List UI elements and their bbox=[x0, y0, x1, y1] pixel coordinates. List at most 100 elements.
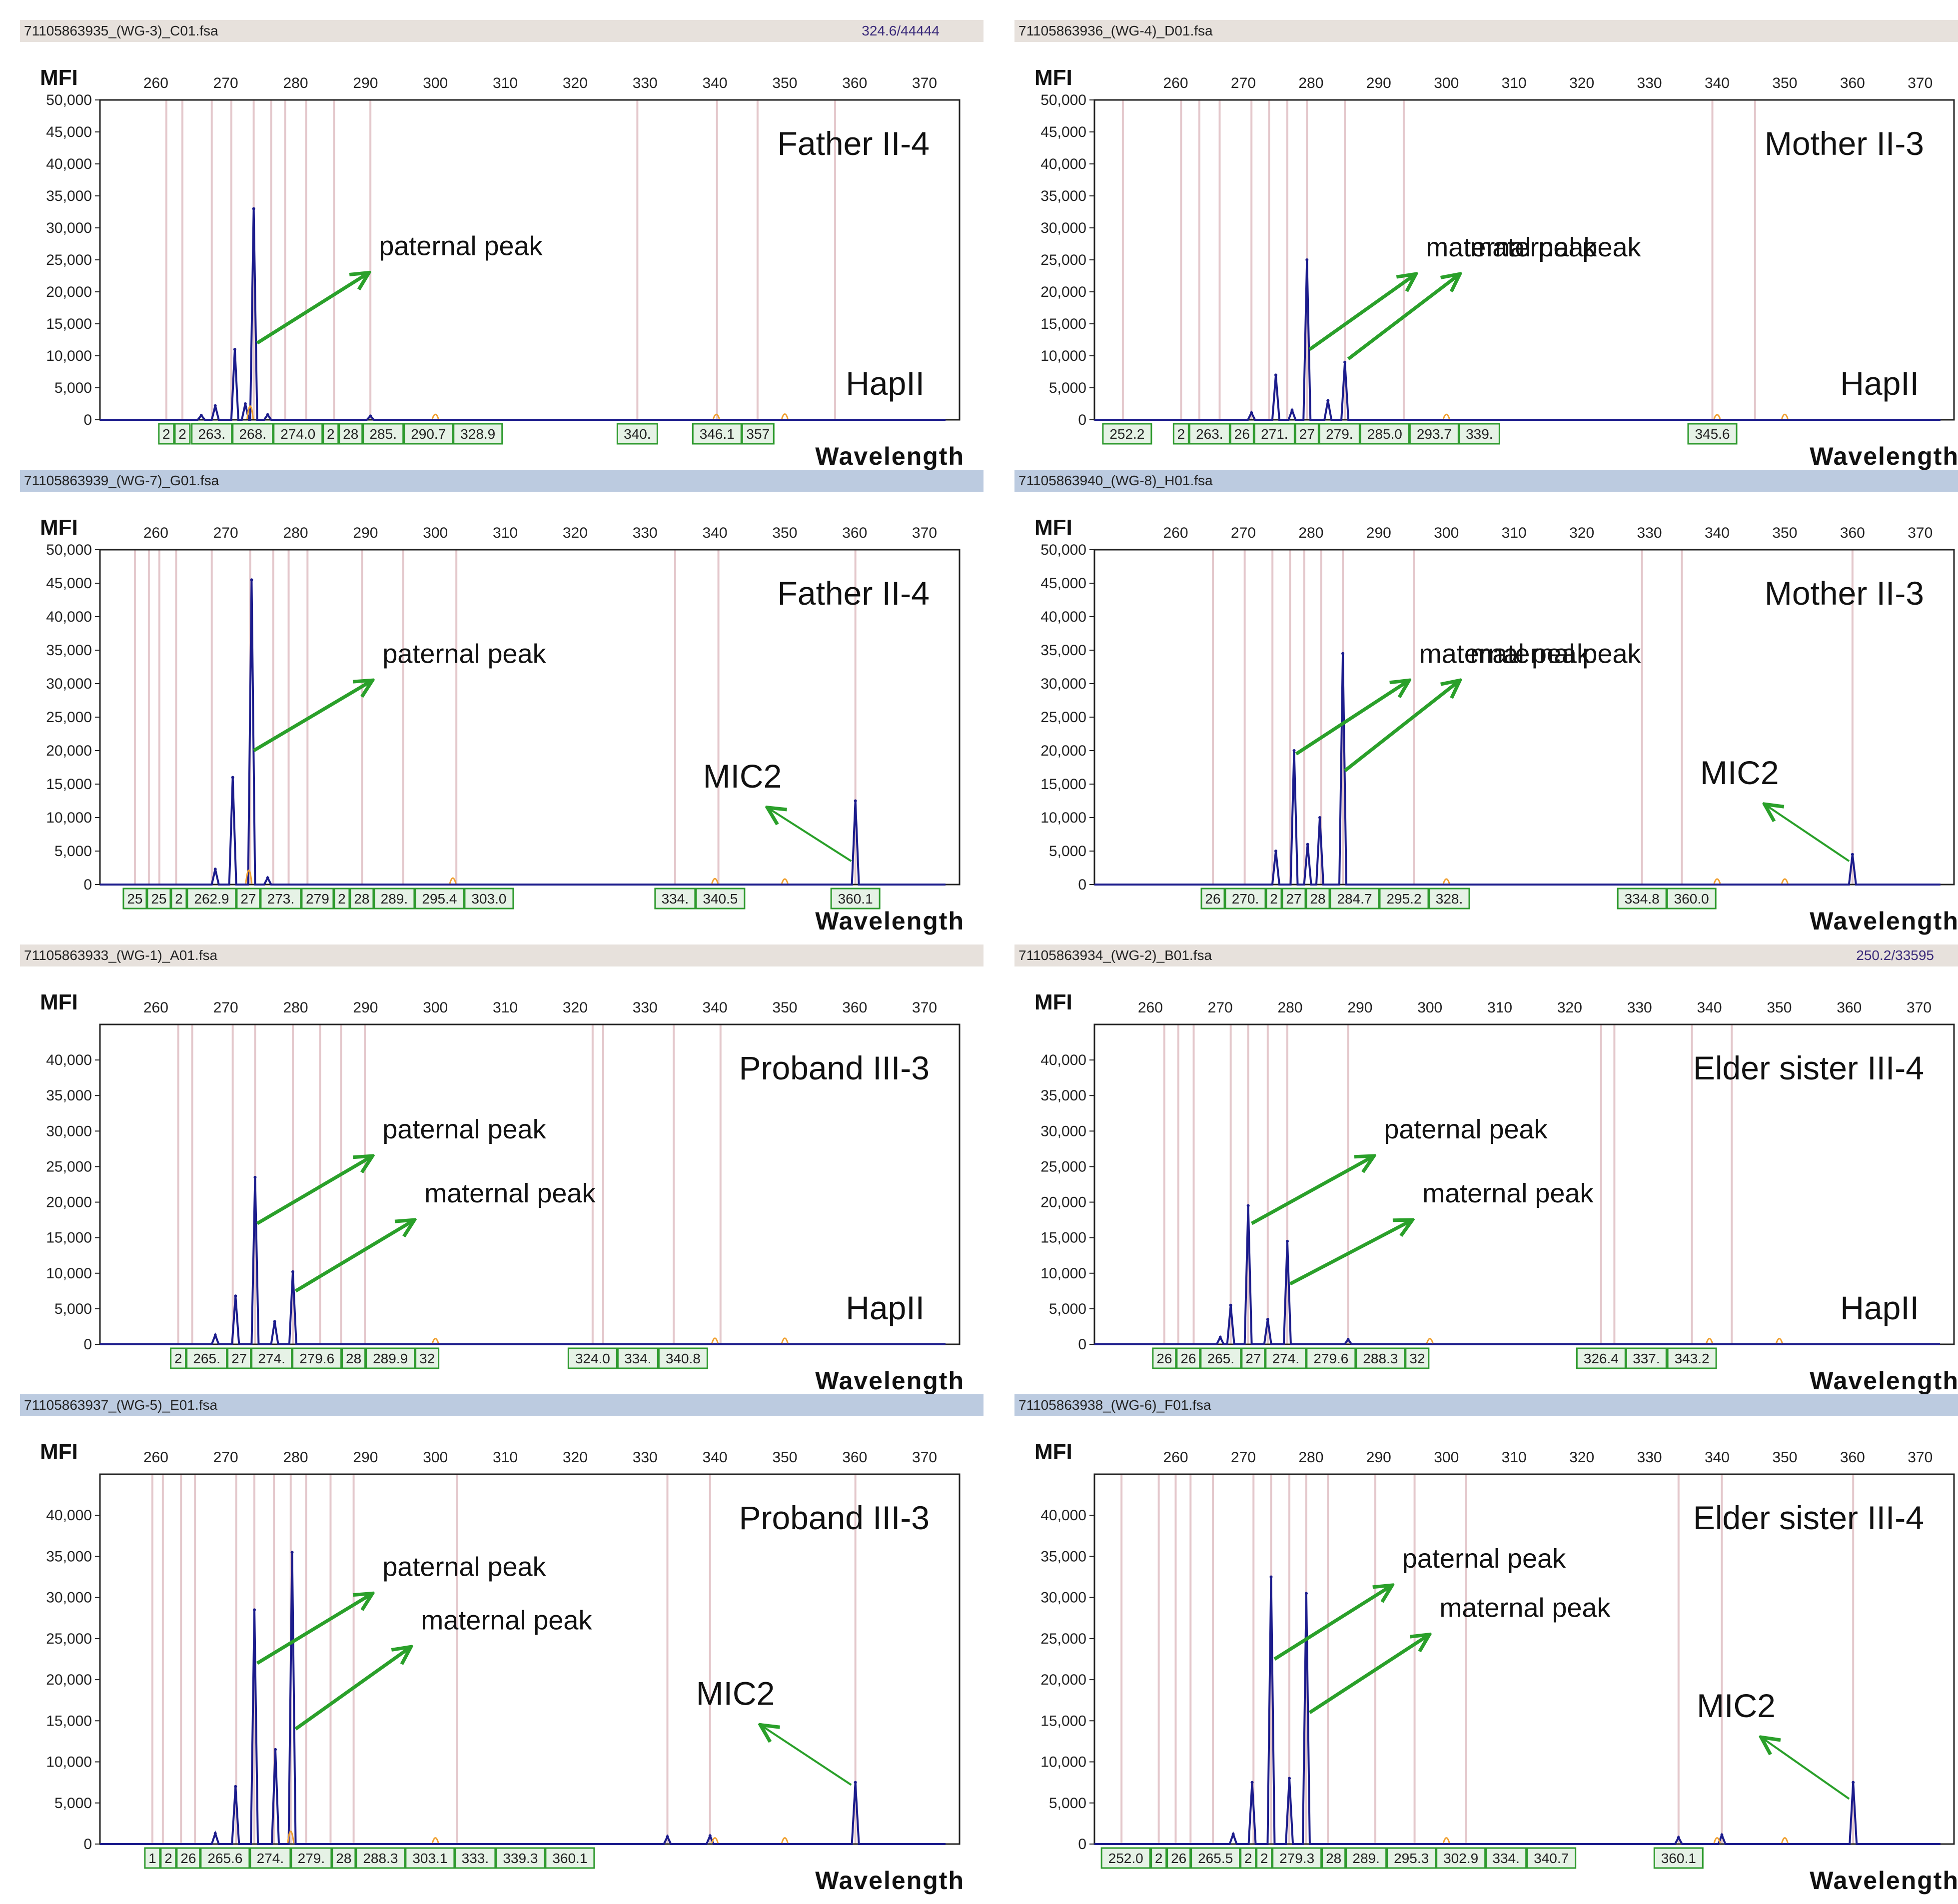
x-axis-label: Wavelength bbox=[815, 1367, 965, 1395]
peak-arrow bbox=[252, 680, 373, 753]
header-value: 324.6/44444 bbox=[862, 23, 940, 38]
x-tick-label: 300 bbox=[423, 999, 448, 1016]
peak-point bbox=[1274, 850, 1277, 853]
bin-label-box bbox=[158, 423, 175, 445]
mic-label: MIC2 bbox=[1700, 754, 1779, 791]
mic-label: MIC2 bbox=[696, 1675, 775, 1712]
peak-point bbox=[1851, 853, 1854, 856]
bin-label: 334. bbox=[1492, 1851, 1520, 1866]
x-axis-label: Wavelength bbox=[1810, 442, 1958, 470]
x-tick-label: 360 bbox=[842, 999, 867, 1016]
bin-label-box bbox=[232, 423, 274, 445]
bin-label-box bbox=[1345, 1847, 1387, 1869]
peak-arrow bbox=[256, 273, 369, 345]
size-standard-marker bbox=[1775, 1338, 1783, 1344]
bin-label-box bbox=[1485, 1847, 1527, 1869]
size-standard-marker bbox=[1781, 1837, 1789, 1844]
peak-point bbox=[213, 1832, 217, 1835]
bin-label: 2 bbox=[1155, 1851, 1163, 1866]
maternal-peak-label: maternal peak bbox=[1439, 1593, 1611, 1623]
bin-label-box bbox=[322, 423, 339, 445]
bin-label-box bbox=[191, 423, 233, 445]
peak-point bbox=[1318, 816, 1321, 819]
peak-point bbox=[266, 413, 269, 416]
x-tick-label: 360 bbox=[1840, 1449, 1865, 1466]
size-standard-marker bbox=[287, 1831, 295, 1844]
bin-label: 324.0 bbox=[575, 1351, 610, 1366]
size-standard-marker bbox=[1442, 1837, 1450, 1844]
y-tick-label: 45,000 bbox=[1040, 575, 1086, 592]
x-tick-label: 370 bbox=[1908, 525, 1933, 541]
y-tick-label: 10,000 bbox=[1040, 1265, 1086, 1282]
size-standard-marker bbox=[246, 405, 254, 419]
y-tick-label: 0 bbox=[83, 1836, 92, 1853]
bin-label-box bbox=[1321, 1847, 1346, 1869]
x-tick-label: 280 bbox=[283, 75, 308, 91]
bin-label: 25 bbox=[151, 891, 166, 907]
x-tick-label: 290 bbox=[1366, 525, 1391, 541]
x-tick-label: 340 bbox=[703, 525, 728, 541]
bin-label-box bbox=[1329, 888, 1380, 910]
peak-arrow bbox=[1308, 274, 1416, 351]
x-tick-label: 300 bbox=[1434, 1449, 1459, 1466]
bin-label-box bbox=[273, 423, 323, 445]
bin-label-box bbox=[1265, 888, 1282, 910]
y-tick-label: 5,000 bbox=[54, 843, 92, 860]
bin-label: 2 bbox=[174, 1351, 182, 1366]
x-tick-label: 320 bbox=[563, 525, 588, 541]
bin-label: 334. bbox=[662, 891, 689, 907]
bin-label-box bbox=[186, 1347, 228, 1369]
x-tick-label: 310 bbox=[493, 525, 518, 541]
x-tick-label: 260 bbox=[1163, 75, 1188, 91]
x-tick-label: 260 bbox=[1163, 1449, 1188, 1466]
bin-label-box bbox=[414, 888, 465, 910]
bin-label-box bbox=[290, 1847, 332, 1869]
x-tick-label: 320 bbox=[563, 75, 588, 91]
bin-label: 279.3 bbox=[1279, 1851, 1314, 1866]
bin-label: 252.0 bbox=[1108, 1851, 1143, 1866]
bin-label: 343.2 bbox=[1675, 1351, 1710, 1366]
bin-label-box bbox=[1458, 423, 1500, 445]
bin-label-box bbox=[1102, 423, 1152, 445]
x-tick-label: 310 bbox=[1502, 525, 1527, 541]
bin-label-box bbox=[365, 1347, 416, 1369]
y-tick-label: 0 bbox=[83, 1336, 92, 1353]
peak-arrow bbox=[1343, 680, 1460, 772]
x-tick-label: 300 bbox=[1434, 525, 1459, 541]
x-tick-label: 330 bbox=[1637, 1449, 1662, 1466]
bin-label: 274.0 bbox=[280, 426, 315, 442]
y-tick-label: 30,000 bbox=[46, 1123, 92, 1139]
bin-label: 303.1 bbox=[412, 1851, 447, 1866]
bin-label-box bbox=[830, 888, 881, 910]
peak-point bbox=[1246, 1204, 1250, 1207]
bin-label-box bbox=[654, 888, 696, 910]
peak-point bbox=[290, 1551, 294, 1554]
peak-point bbox=[369, 414, 372, 418]
size-standard-marker bbox=[781, 413, 789, 419]
trace-line bbox=[1094, 1205, 1941, 1345]
bin-label-box bbox=[122, 888, 147, 910]
bin-label: 2 bbox=[1260, 1851, 1268, 1866]
y-tick-label: 30,000 bbox=[1040, 1123, 1086, 1139]
bin-label-box bbox=[1265, 1347, 1307, 1369]
y-tick-label: 20,000 bbox=[1040, 743, 1086, 759]
peak-point bbox=[1269, 1575, 1273, 1579]
x-tick-label: 280 bbox=[283, 1449, 308, 1466]
file-header-bar bbox=[1014, 20, 1958, 42]
x-tick-label: 350 bbox=[772, 999, 797, 1016]
mic-label: MIC2 bbox=[703, 758, 782, 795]
bin-label: 340.7 bbox=[1534, 1851, 1569, 1866]
bin-label-box bbox=[227, 1347, 252, 1369]
y-tick-label: 30,000 bbox=[46, 220, 92, 236]
bin-label: 345.6 bbox=[1695, 426, 1730, 442]
bin-label: 340.8 bbox=[666, 1351, 701, 1366]
bin-label: 270. bbox=[1232, 891, 1259, 907]
x-tick-label: 260 bbox=[143, 1449, 168, 1466]
x-tick-label: 320 bbox=[563, 1449, 588, 1466]
peak-arrow bbox=[1273, 1585, 1392, 1661]
bin-label: 328. bbox=[1436, 891, 1463, 907]
bin-label-box bbox=[260, 888, 302, 910]
y-tick-label: 50,000 bbox=[46, 92, 92, 108]
file-name: 71105863933_(WG-1)_A01.fsa bbox=[24, 948, 217, 963]
